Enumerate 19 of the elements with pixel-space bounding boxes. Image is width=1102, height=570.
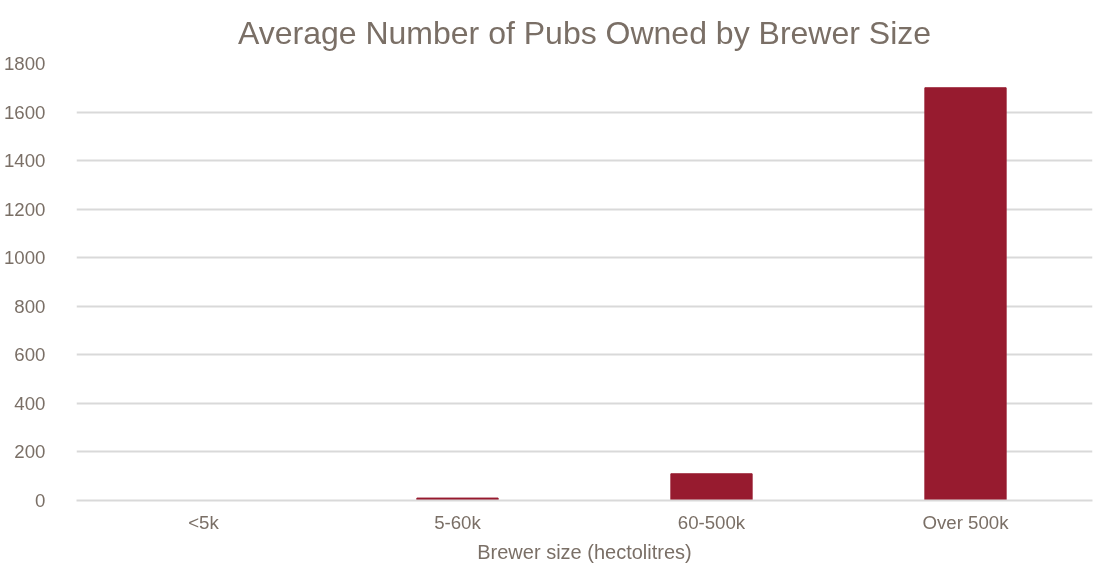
- y-tick-label: 800: [14, 295, 46, 317]
- y-tick-label: 1000: [4, 247, 46, 269]
- y-tick-label: 600: [14, 344, 46, 366]
- x-tick-label: Over 500k: [922, 511, 1010, 533]
- chart-title: Average Number of Pubs Owned by Brewer Size: [237, 15, 932, 51]
- y-tick-label: 1400: [4, 150, 46, 172]
- bar: [924, 87, 1007, 501]
- x-axis-title: Brewer size (hectolitres): [477, 540, 692, 563]
- bar: [670, 473, 753, 501]
- y-tick-label: 1600: [4, 101, 46, 123]
- y-tick-label: 1800: [4, 53, 46, 74]
- y-tick-label: 400: [14, 392, 46, 414]
- bar: [416, 497, 499, 501]
- y-tick-label: 200: [14, 441, 46, 463]
- y-tick-label: 0: [35, 490, 46, 511]
- x-tick-label: 60-500k: [677, 511, 746, 533]
- x-tick-label: 5-60k: [434, 511, 482, 533]
- y-tick-label: 1200: [4, 198, 46, 220]
- x-tick-label: <5k: [188, 511, 220, 533]
